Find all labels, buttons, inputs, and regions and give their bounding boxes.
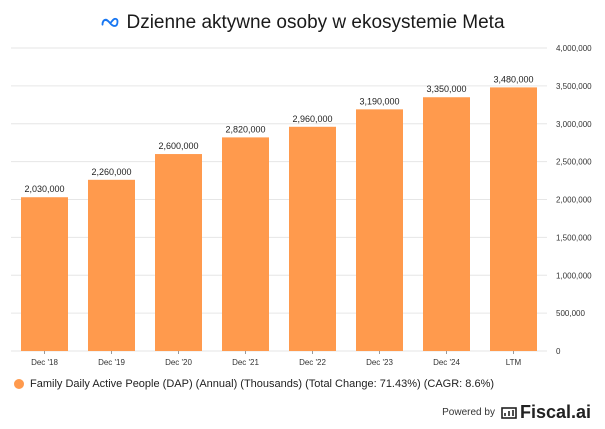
- bar-value-label: 3,350,000: [426, 84, 466, 94]
- y-tick-label: 2,000,000: [556, 196, 592, 205]
- brand-name: Fiscal.ai: [519, 402, 591, 422]
- legend-label: Family Daily Active People (DAP) (Annual…: [30, 378, 495, 390]
- x-tick-label: Dec '20: [165, 358, 192, 367]
- bar-value-label: 2,960,000: [292, 114, 332, 124]
- y-tick-label: 1,000,000: [556, 271, 592, 280]
- bars: [21, 87, 537, 351]
- x-tick-label: Dec '22: [299, 358, 326, 367]
- legend-marker: [14, 379, 24, 389]
- bar[interactable]: [21, 197, 68, 351]
- y-axis: 0 500,000 1,000,000 1,500,000 2,000,000 2,500…: [556, 44, 592, 356]
- y-tick-label: 1,500,000: [556, 233, 592, 242]
- bar-value-label: 3,190,000: [359, 96, 399, 106]
- bar[interactable]: [222, 137, 269, 351]
- x-axis: Dec '18 Dec '19 Dec '20 Dec '21 Dec '22 Dec '…: [31, 351, 522, 367]
- chart-title: Dzienne aktywne osoby w ekosystemie Meta: [126, 12, 505, 33]
- y-tick-label: 500,000: [556, 309, 585, 318]
- y-tick-label: 3,000,000: [556, 120, 592, 129]
- footer: Powered by Fiscal.ai: [442, 402, 591, 423]
- y-tick-label: 2,500,000: [556, 158, 592, 167]
- value-labels: 2,030,000 2,260,000 2,600,000 2,820,000 2,96…: [24, 74, 533, 194]
- meta-logo-icon: [102, 17, 119, 27]
- y-tick-label: 0: [556, 347, 561, 356]
- x-tick-label: LTM: [506, 358, 522, 367]
- bar[interactable]: [423, 97, 470, 351]
- chart-header: Dzienne aktywne osoby w ekosystemie Meta: [0, 10, 605, 36]
- bar[interactable]: [356, 109, 403, 351]
- x-tick-label: Dec '21: [232, 358, 259, 367]
- y-tick-label: 4,000,000: [556, 44, 592, 53]
- legend: Family Daily Active People (DAP) (Annual…: [14, 378, 494, 390]
- bar-value-label: 3,480,000: [493, 74, 533, 84]
- bar-value-label: 2,820,000: [225, 124, 265, 134]
- x-tick-label: Dec '24: [433, 358, 460, 367]
- bar[interactable]: [289, 126, 336, 351]
- bar[interactable]: [490, 87, 537, 351]
- bar[interactable]: [155, 154, 202, 351]
- bar[interactable]: [88, 179, 135, 351]
- x-tick-label: Dec '18: [31, 358, 58, 367]
- brand-link[interactable]: Fiscal.ai: [501, 402, 591, 423]
- fiscal-ai-logo-icon: [501, 406, 517, 419]
- powered-by-text: Powered by: [442, 407, 495, 418]
- y-tick-label: 3,500,000: [556, 82, 592, 91]
- bar-value-label: 2,030,000: [24, 184, 64, 194]
- bar-value-label: 2,260,000: [91, 167, 131, 177]
- bar-value-label: 2,600,000: [158, 141, 198, 151]
- x-tick-label: Dec '19: [98, 358, 125, 367]
- x-tick-label: Dec '23: [366, 358, 393, 367]
